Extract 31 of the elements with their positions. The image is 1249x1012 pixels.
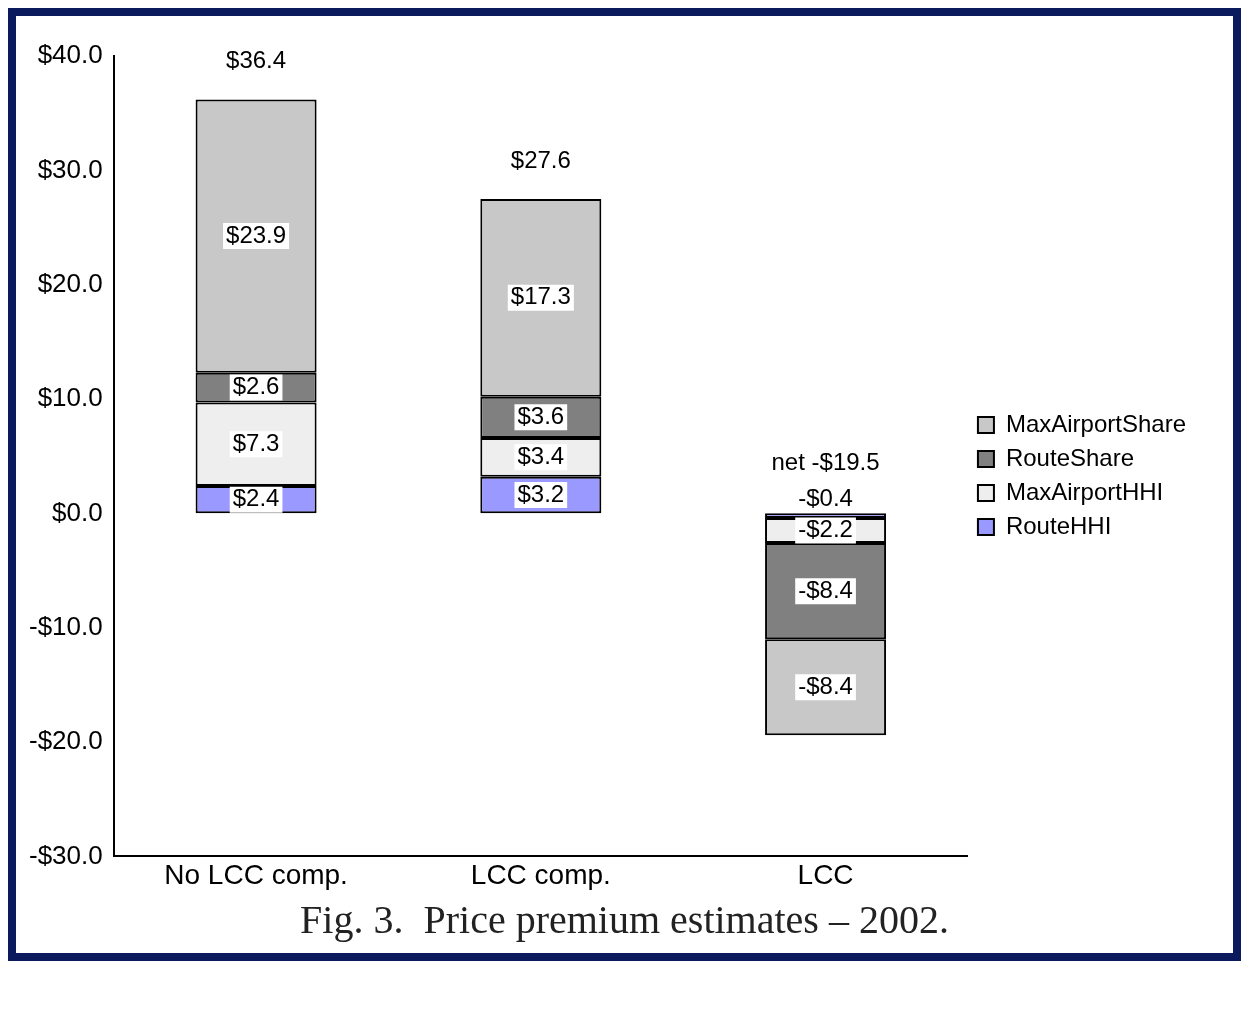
data-label: $2.6 xyxy=(232,372,280,400)
y-tick-label: $0.0 xyxy=(52,496,103,527)
total-label: $27.6 xyxy=(510,145,571,173)
y-tick-label: $30.0 xyxy=(37,153,103,184)
data-label: -$0.4 xyxy=(798,484,853,511)
x-tick-label: LCC xyxy=(797,858,854,890)
y-tick-label: -$10.0 xyxy=(28,610,103,641)
legend-label: MaxAirportShare xyxy=(1005,409,1187,437)
x-tick-label: LCC comp. xyxy=(470,858,611,890)
data-label: $2.4 xyxy=(232,484,280,512)
data-label: $17.3 xyxy=(510,282,571,310)
y-tick-label: $40.0 xyxy=(37,39,103,70)
data-label: $3.4 xyxy=(517,441,565,469)
y-tick-label: -$30.0 xyxy=(28,839,103,870)
y-tick-label: $10.0 xyxy=(37,382,103,413)
legend-label: RouteHHI xyxy=(1005,511,1112,539)
data-label: $3.2 xyxy=(517,479,565,507)
data-label: $3.6 xyxy=(517,401,565,429)
data-label: -$2.2 xyxy=(798,515,853,543)
caption: Fig. 3. Price premium estimates – 2002. xyxy=(299,896,950,943)
data-label: $7.3 xyxy=(232,428,280,456)
data-label: -$8.4 xyxy=(798,575,853,603)
y-tick-label: $20.0 xyxy=(37,267,103,298)
data-label: $23.9 xyxy=(226,220,287,248)
total-label: $36.4 xyxy=(226,46,287,74)
total-label: net -$19.5 xyxy=(771,448,880,475)
legend-label: MaxAirportHHI xyxy=(1005,477,1164,505)
y-tick-label: -$20.0 xyxy=(28,725,103,756)
legend-label: RouteShare xyxy=(1005,443,1135,471)
data-label: -$8.4 xyxy=(798,671,853,699)
x-tick-label: No LCC comp. xyxy=(164,858,348,890)
